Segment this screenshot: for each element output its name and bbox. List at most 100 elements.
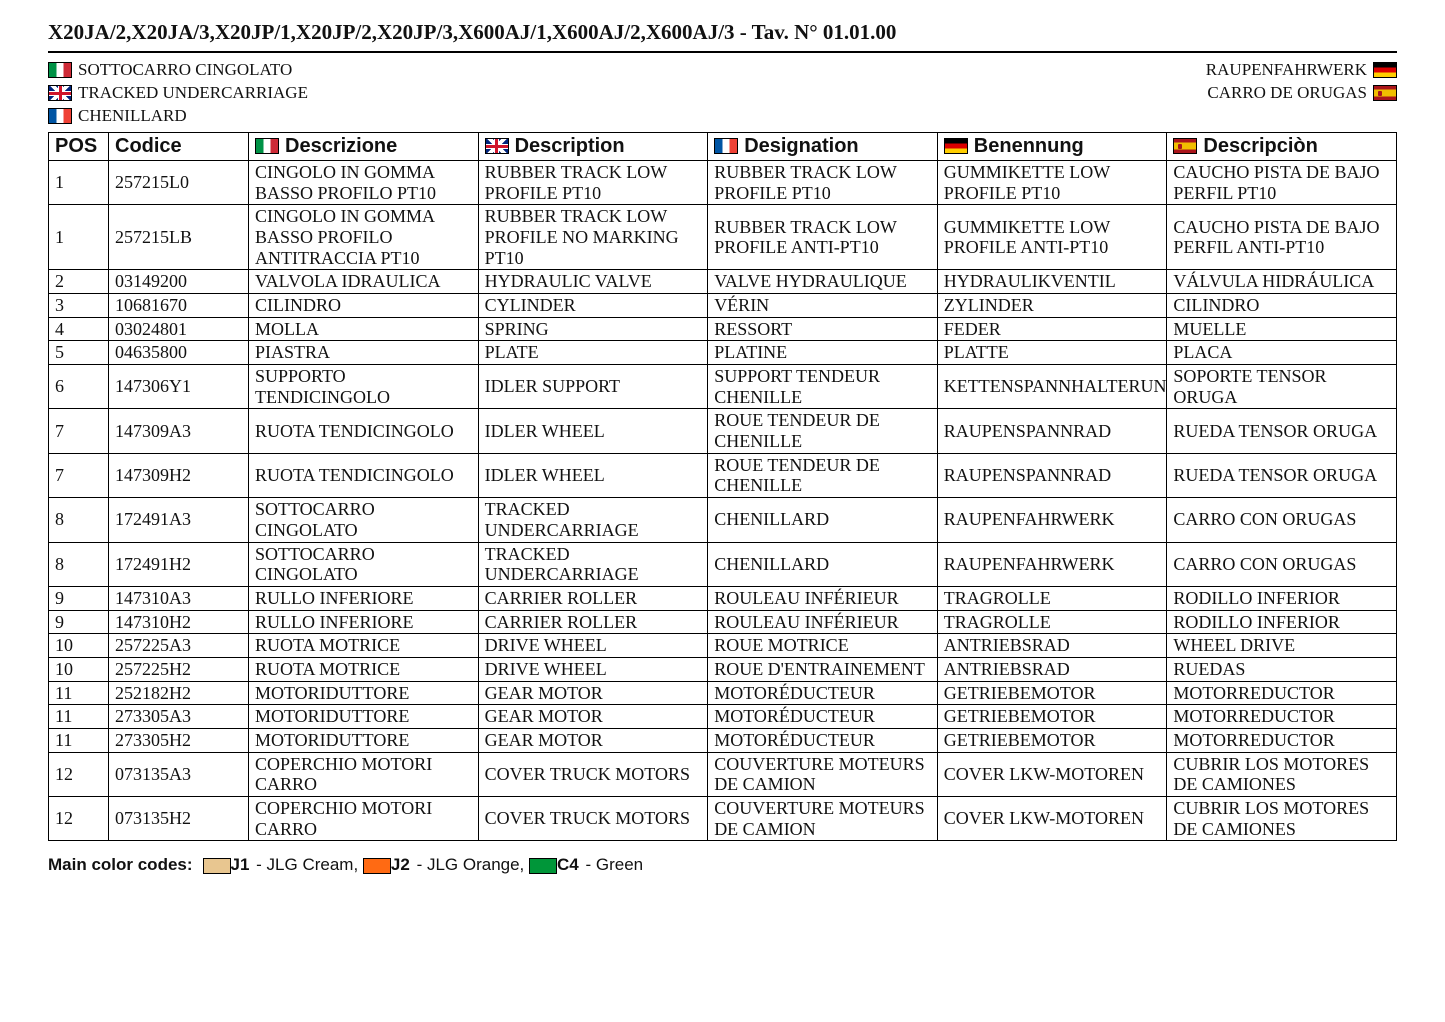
table-row: 10257225A3RUOTA MOTRICEDRIVE WHEELROUE M… bbox=[49, 634, 1397, 658]
table-row: 403024801MOLLASPRINGRESSORTFEDERMUELLE bbox=[49, 317, 1397, 341]
cell-pos: 2 bbox=[49, 270, 109, 294]
cell-uk: COVER TRUCK MOTORS bbox=[478, 797, 708, 841]
flag-it-icon bbox=[48, 62, 72, 78]
cell-es: CAUCHO PISTA DE BAJO PERFIL PT10 bbox=[1167, 160, 1397, 204]
cell-cod: 147309H2 bbox=[109, 453, 249, 497]
col-cod: Codice bbox=[109, 132, 249, 160]
subhead-uk: TRACKED UNDERCARRIAGE bbox=[78, 82, 308, 105]
flag-de-icon bbox=[944, 138, 968, 154]
table-row: 6147306Y1SUPPORTO TENDICINGOLOIDLER SUPP… bbox=[49, 365, 1397, 409]
cell-es: RODILLO INFERIOR bbox=[1167, 586, 1397, 610]
cell-pos: 11 bbox=[49, 729, 109, 753]
cell-uk: CYLINDER bbox=[478, 293, 708, 317]
flag-es-icon bbox=[1173, 138, 1197, 154]
cell-it: RULLO INFERIORE bbox=[249, 586, 479, 610]
cell-cod: 04635800 bbox=[109, 341, 249, 365]
subhead-fr: CHENILLARD bbox=[78, 105, 187, 128]
cell-es: VÁLVULA HIDRÁULICA bbox=[1167, 270, 1397, 294]
cell-cod: 147310A3 bbox=[109, 586, 249, 610]
table-row: 11273305A3MOTORIDUTTOREGEAR MOTORMOTORÉD… bbox=[49, 705, 1397, 729]
cell-es: CARRO CON ORUGAS bbox=[1167, 542, 1397, 586]
flag-uk-icon bbox=[48, 85, 72, 101]
table-row: 310681670CILINDROCYLINDERVÉRINZYLINDERCI… bbox=[49, 293, 1397, 317]
cell-it: CINGOLO IN GOMMA BASSO PROFILO PT10 bbox=[249, 160, 479, 204]
cell-cod: 073135A3 bbox=[109, 752, 249, 796]
cell-de: RAUPENFAHRWERK bbox=[937, 498, 1167, 542]
cell-pos: 9 bbox=[49, 610, 109, 634]
cell-de: COVER LKW-MOTOREN bbox=[937, 797, 1167, 841]
table-row: 12073135A3COPERCHIO MOTORI CARROCOVER TR… bbox=[49, 752, 1397, 796]
cell-uk: RUBBER TRACK LOW PROFILE PT10 bbox=[478, 160, 708, 204]
cell-es: MOTORREDUCTOR bbox=[1167, 681, 1397, 705]
color-legend: Main color codes: J1 - JLG Cream, J2 - J… bbox=[48, 855, 1397, 875]
parts-table: POS Codice Descrizione Description Desig… bbox=[48, 132, 1397, 842]
cell-cod: 257215L0 bbox=[109, 160, 249, 204]
cell-it: CINGOLO IN GOMMA BASSO PROFILO ANTITRACC… bbox=[249, 205, 479, 270]
table-row: 9147310H2RULLO INFERIORECARRIER ROLLERRO… bbox=[49, 610, 1397, 634]
col-it: Descrizione bbox=[249, 132, 479, 160]
cell-it: RUOTA MOTRICE bbox=[249, 657, 479, 681]
table-row: 11252182H2MOTORIDUTTOREGEAR MOTORMOTORÉD… bbox=[49, 681, 1397, 705]
col-es: Descripciòn bbox=[1167, 132, 1397, 160]
cell-pos: 7 bbox=[49, 453, 109, 497]
cell-uk: TRACKED UNDERCARRIAGE bbox=[478, 498, 708, 542]
legend-item: J2 - JLG Orange, bbox=[391, 855, 529, 874]
cell-cod: 073135H2 bbox=[109, 797, 249, 841]
table-row: 203149200VALVOLA IDRAULICAHYDRAULIC VALV… bbox=[49, 270, 1397, 294]
table-row: 10257225H2RUOTA MOTRICEDRIVE WHEELROUE D… bbox=[49, 657, 1397, 681]
cell-cod: 147310H2 bbox=[109, 610, 249, 634]
cell-es: CAUCHO PISTA DE BAJO PERFIL ANTI-PT10 bbox=[1167, 205, 1397, 270]
cell-fr: ROULEAU INFÉRIEUR bbox=[708, 610, 938, 634]
cell-cod: 257225H2 bbox=[109, 657, 249, 681]
table-row: 504635800PIASTRAPLATEPLATINEPLATTEPLACA bbox=[49, 341, 1397, 365]
flag-it-icon bbox=[255, 138, 279, 154]
cell-uk: DRIVE WHEEL bbox=[478, 634, 708, 658]
col-pos: POS bbox=[49, 132, 109, 160]
cell-pos: 5 bbox=[49, 341, 109, 365]
cell-fr: RUBBER TRACK LOW PROFILE PT10 bbox=[708, 160, 938, 204]
cell-fr: VÉRIN bbox=[708, 293, 938, 317]
cell-fr: ROUE TENDEUR DE CHENILLE bbox=[708, 453, 938, 497]
cell-es: CUBRIR LOS MOTORES DE CAMIONES bbox=[1167, 797, 1397, 841]
cell-it: RULLO INFERIORE bbox=[249, 610, 479, 634]
cell-fr: ROUE TENDEUR DE CHENILLE bbox=[708, 409, 938, 453]
flag-fr-icon bbox=[48, 108, 72, 124]
cell-es: SOPORTE TENSOR ORUGA bbox=[1167, 365, 1397, 409]
cell-pos: 1 bbox=[49, 160, 109, 204]
cell-cod: 257225A3 bbox=[109, 634, 249, 658]
cell-fr: ROUE D'ENTRAINEMENT bbox=[708, 657, 938, 681]
cell-fr: CHENILLARD bbox=[708, 498, 938, 542]
cell-fr: RUBBER TRACK LOW PROFILE ANTI-PT10 bbox=[708, 205, 938, 270]
table-row: 1257215LBCINGOLO IN GOMMA BASSO PROFILO … bbox=[49, 205, 1397, 270]
flag-fr-icon bbox=[714, 138, 738, 154]
cell-it: SOTTOCARRO CINGOLATO bbox=[249, 498, 479, 542]
cell-uk: HYDRAULIC VALVE bbox=[478, 270, 708, 294]
table-row: 8172491A3SOTTOCARRO CINGOLATOTRACKED UND… bbox=[49, 498, 1397, 542]
cell-es: MUELLE bbox=[1167, 317, 1397, 341]
cell-cod: 273305H2 bbox=[109, 729, 249, 753]
cell-de: PLATTE bbox=[937, 341, 1167, 365]
table-row: 12073135H2COPERCHIO MOTORI CARROCOVER TR… bbox=[49, 797, 1397, 841]
cell-de: ANTRIEBSRAD bbox=[937, 634, 1167, 658]
table-row: 7147309A3RUOTA TENDICINGOLOIDLER WHEELRO… bbox=[49, 409, 1397, 453]
cell-it: SOTTOCARRO CINGOLATO bbox=[249, 542, 479, 586]
cell-de: GETRIEBEMOTOR bbox=[937, 729, 1167, 753]
table-row: 9147310A3RULLO INFERIORECARRIER ROLLERRO… bbox=[49, 586, 1397, 610]
cell-it: MOTORIDUTTORE bbox=[249, 729, 479, 753]
cell-fr: COUVERTURE MOTEURS DE CAMION bbox=[708, 797, 938, 841]
cell-uk: CARRIER ROLLER bbox=[478, 610, 708, 634]
cell-it: CILINDRO bbox=[249, 293, 479, 317]
cell-uk: DRIVE WHEEL bbox=[478, 657, 708, 681]
subhead-es: CARRO DE ORUGAS bbox=[1207, 82, 1367, 105]
legend-item: C4 - Green bbox=[557, 855, 643, 874]
cell-fr: ROUE MOTRICE bbox=[708, 634, 938, 658]
cell-uk: RUBBER TRACK LOW PROFILE NO MARKING PT10 bbox=[478, 205, 708, 270]
cell-es: MOTORREDUCTOR bbox=[1167, 729, 1397, 753]
cell-it: RUOTA MOTRICE bbox=[249, 634, 479, 658]
cell-uk: CARRIER ROLLER bbox=[478, 586, 708, 610]
table-row: 11273305H2MOTORIDUTTOREGEAR MOTORMOTORÉD… bbox=[49, 729, 1397, 753]
col-de: Benennung bbox=[937, 132, 1167, 160]
table-header-row: POS Codice Descrizione Description Desig… bbox=[49, 132, 1397, 160]
cell-de: RAUPENFAHRWERK bbox=[937, 542, 1167, 586]
cell-de: GUMMIKETTE LOW PROFILE PT10 bbox=[937, 160, 1167, 204]
